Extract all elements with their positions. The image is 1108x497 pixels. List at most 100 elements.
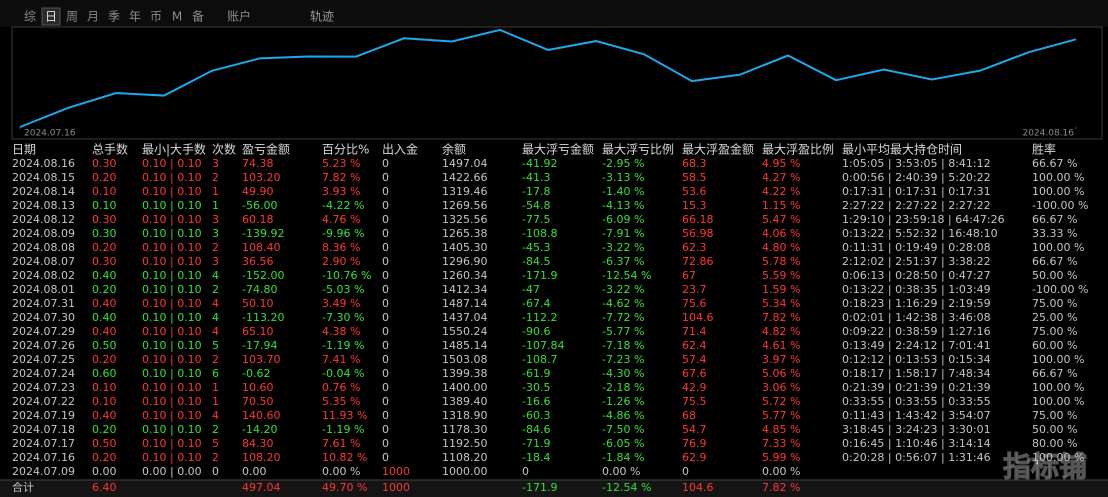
table-cell: 0.30 <box>92 227 117 240</box>
table-cell: -54.8 <box>522 199 550 212</box>
table-cell: 5.34 % <box>762 297 800 310</box>
table-cell: -113.20 <box>242 311 284 324</box>
table-cell: 104.6 <box>682 311 714 324</box>
track-tab[interactable]: 轨迹 <box>310 10 334 24</box>
table-cell: 0.10 | 0.10 <box>142 395 202 408</box>
tab[interactable]: M <box>172 10 182 24</box>
table-cell: -112.2 <box>522 311 557 324</box>
table-cell: 66.67 % <box>1032 213 1077 226</box>
table-cell: 5 <box>212 437 219 450</box>
table-cell: -77.5 <box>522 213 550 226</box>
tab[interactable]: 备 <box>192 10 204 24</box>
table-cell: -12.54 % <box>602 269 651 282</box>
column-header: 最大浮盈金额 <box>682 142 754 157</box>
table-cell: 2024.08.15 <box>12 171 75 184</box>
table-cell: 75.00 % <box>1032 409 1077 422</box>
tab[interactable]: 日 <box>45 10 57 24</box>
tab[interactable]: 季 <box>108 10 120 24</box>
table-cell: 8.36 % <box>322 241 360 254</box>
table-cell: 54.7 <box>682 423 707 436</box>
table-cell: 4 <box>212 409 219 422</box>
table-cell: 0.10 | 0.10 <box>142 353 202 366</box>
table-cell: 1325.56 <box>442 213 488 226</box>
table-cell: 100.00 % <box>1032 353 1084 366</box>
table-cell: 0.10 | 0.10 <box>142 339 202 352</box>
table-cell: 2 <box>212 423 219 436</box>
table-cell: 2 <box>212 451 219 464</box>
table-cell: 1 <box>212 395 219 408</box>
table-cell: 1269.56 <box>442 199 488 212</box>
column-header: 盈亏金额 <box>242 142 290 157</box>
table-cell: -0.04 % <box>322 367 364 380</box>
table-cell: -7.72 % <box>602 311 644 324</box>
column-header: 胜率 <box>1032 142 1056 157</box>
tab[interactable]: 币 <box>150 10 162 24</box>
table-cell: -61.9 <box>522 367 550 380</box>
table-cell: 0.10 <box>92 185 117 198</box>
table-cell: 84.30 <box>242 437 274 450</box>
tab[interactable]: 月 <box>87 10 99 24</box>
table-cell: 4.80 % <box>762 241 800 254</box>
table-cell: 0.30 <box>92 255 117 268</box>
table-cell: 49.90 <box>242 185 274 198</box>
tab[interactable]: 账户 <box>227 9 251 24</box>
tab[interactable]: 综 <box>24 10 36 24</box>
table-cell: -10.76 % <box>322 269 371 282</box>
table-cell: 1.15 % <box>762 199 800 212</box>
table-cell: 65.10 <box>242 325 274 338</box>
table-cell: 5.72 % <box>762 395 800 408</box>
table-cell: -41.92 <box>522 157 557 170</box>
tab[interactable]: 年 <box>129 10 141 24</box>
table-cell: 0.10 | 0.10 <box>142 437 202 450</box>
table-cell: -84.6 <box>522 423 550 436</box>
total-cell: 49.70 % <box>322 481 367 494</box>
table-cell: 100.00 % <box>1032 381 1084 394</box>
table-cell: 0 <box>382 199 389 212</box>
table-cell: 3.97 % <box>762 353 800 366</box>
table-cell: 1405.30 <box>442 241 488 254</box>
table-cell: 75.00 % <box>1032 297 1077 310</box>
table-cell: 25.00 % <box>1032 311 1077 324</box>
table-cell: 0.00 % <box>762 465 800 478</box>
table-cell: -67.4 <box>522 297 550 310</box>
table-cell: 1260.34 <box>442 269 488 282</box>
table-cell: 1 <box>212 381 219 394</box>
table-cell: 0 <box>212 465 219 478</box>
table-cell: 0.40 <box>92 269 117 282</box>
table-cell: 60.18 <box>242 213 274 226</box>
table-cell: 58.5 <box>682 171 707 184</box>
total-cell: 6.40 <box>92 481 117 494</box>
table-cell: 0:33:55 | 0:33:55 | 0:33:55 <box>842 395 991 408</box>
table-cell: 2024.08.08 <box>12 241 75 254</box>
table-cell: 1296.90 <box>442 255 488 268</box>
table-cell: 0:18:23 | 1:16:29 | 2:19:59 <box>842 297 991 310</box>
table-cell: 0.00 <box>92 465 117 478</box>
table-cell: 1422.66 <box>442 171 488 184</box>
table-cell: 100.00 % <box>1032 451 1084 464</box>
table-cell: 76.9 <box>682 437 707 450</box>
table-cell: 1:05:05 | 3:53:05 | 8:41:12 <box>842 157 991 170</box>
table-cell: 2024.08.13 <box>12 199 75 212</box>
table-cell: 0.50 <box>92 339 117 352</box>
table-cell: -60.3 <box>522 409 550 422</box>
table-cell: 0.10 | 0.10 <box>142 241 202 254</box>
table-cell: 67.6 <box>682 367 707 380</box>
table-cell: 2024.07.09 <box>12 465 75 478</box>
table-cell: 0.10 | 0.10 <box>142 325 202 338</box>
tab[interactable]: 周 <box>66 10 78 24</box>
total-cell: -12.54 % <box>602 481 651 494</box>
watermark: 指标铺 <box>1003 450 1087 483</box>
table-cell: 108.20 <box>242 451 281 464</box>
table-cell: 50.00 % <box>1032 423 1077 436</box>
table-cell: 0:16:45 | 1:10:46 | 3:14:14 <box>842 437 991 450</box>
table-cell: 100.00 % <box>1032 395 1084 408</box>
table-cell: 0 <box>382 227 389 240</box>
column-header: 最大浮亏金额 <box>522 142 594 157</box>
table-cell: 0.20 <box>92 451 117 464</box>
column-header: 出入金 <box>382 142 418 157</box>
table-cell: 10.82 % <box>322 451 367 464</box>
table-cell: 5.59 % <box>762 269 800 282</box>
table-cell: 5.47 % <box>762 213 800 226</box>
table-cell: 7.82 % <box>322 171 360 184</box>
table-cell: 0.20 <box>92 241 117 254</box>
